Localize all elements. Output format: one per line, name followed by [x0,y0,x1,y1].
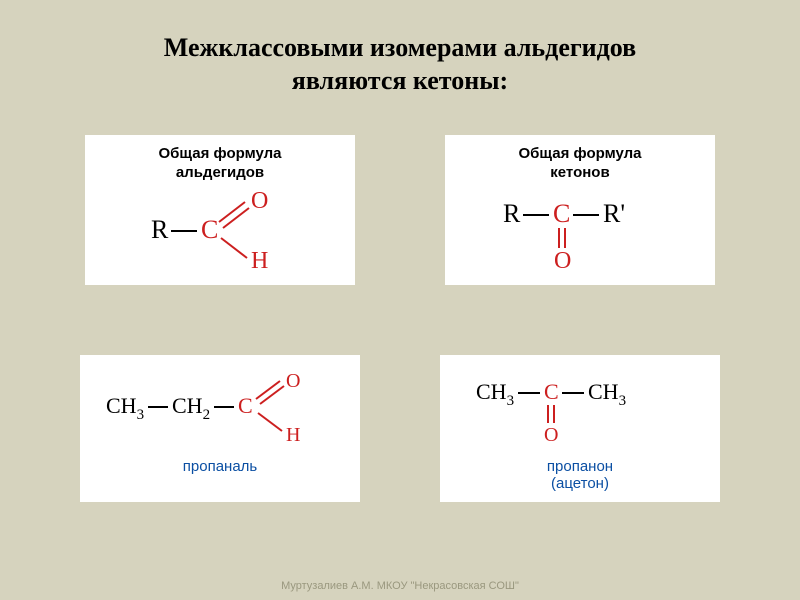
pa-ch3: CH3 [106,393,144,423]
ketone-header-l1: Общая формула [518,145,641,162]
ald-O: O [251,188,268,214]
pa-H: H [286,424,300,446]
pa-db1 [256,381,280,399]
dbl-bond-2 [223,208,249,228]
footer-text: Муртузалиев А.М. МКОУ "Некрасовская СОШ" [0,580,800,592]
slide-title: Межклассовыми изомерами альдегидов являю… [0,0,800,107]
ald-R: R [151,215,169,244]
aldehyde-header-l1: Общая формула [158,145,281,162]
propanone-card: CH3 C CH3 O пропанон (ацетон) [440,355,720,502]
pa-C: C [238,393,253,418]
ald-H: H [251,248,268,274]
ket-O: O [554,248,571,274]
propanal-name: пропаналь [100,458,340,475]
propanal-card: CH3 CH2 C O H пропаналь [80,355,360,502]
ketone-header: Общая формула кетонов [463,145,697,183]
pa-ch2: CH2 [172,393,210,423]
aldehyde-formula: R C O H [103,191,337,271]
pa-O: O [286,370,300,392]
title-line-2: являются кетоны: [292,66,508,95]
propanone-name: пропанон (ацетон) [460,458,700,492]
propanal-formula: CH3 CH2 C O H [100,367,340,447]
ald-C: C [201,215,218,244]
pa-db2 [260,386,284,404]
pk-ch3b: CH3 [588,379,626,409]
aldehyde-header: Общая формула альдегидов [103,145,337,183]
pa-bH [258,413,282,431]
dbl-bond-1 [219,202,245,222]
ketone-header-l2: кетонов [550,164,609,181]
aldehyde-header-l2: альдегидов [176,164,264,181]
bond-H [221,238,247,258]
propanone-name-l1: пропанон [547,458,613,475]
ketone-formula: R C R' O [463,191,697,271]
pk-C: C [544,379,559,404]
pk-ch3a: CH3 [476,379,514,409]
aldehyde-card: Общая формула альдегидов R C O H [85,135,355,285]
title-line-1: Межклассовыми изомерами альдегидов [164,33,636,62]
ket-R: R [503,199,521,228]
ket-Rp: R' [603,199,625,228]
ketone-card: Общая формула кетонов R C R' O [445,135,715,285]
propanone-name-l2: (ацетон) [551,475,609,492]
propanone-formula: CH3 C CH3 O [460,367,700,447]
pk-O: O [544,424,558,446]
ket-C: C [553,199,570,228]
